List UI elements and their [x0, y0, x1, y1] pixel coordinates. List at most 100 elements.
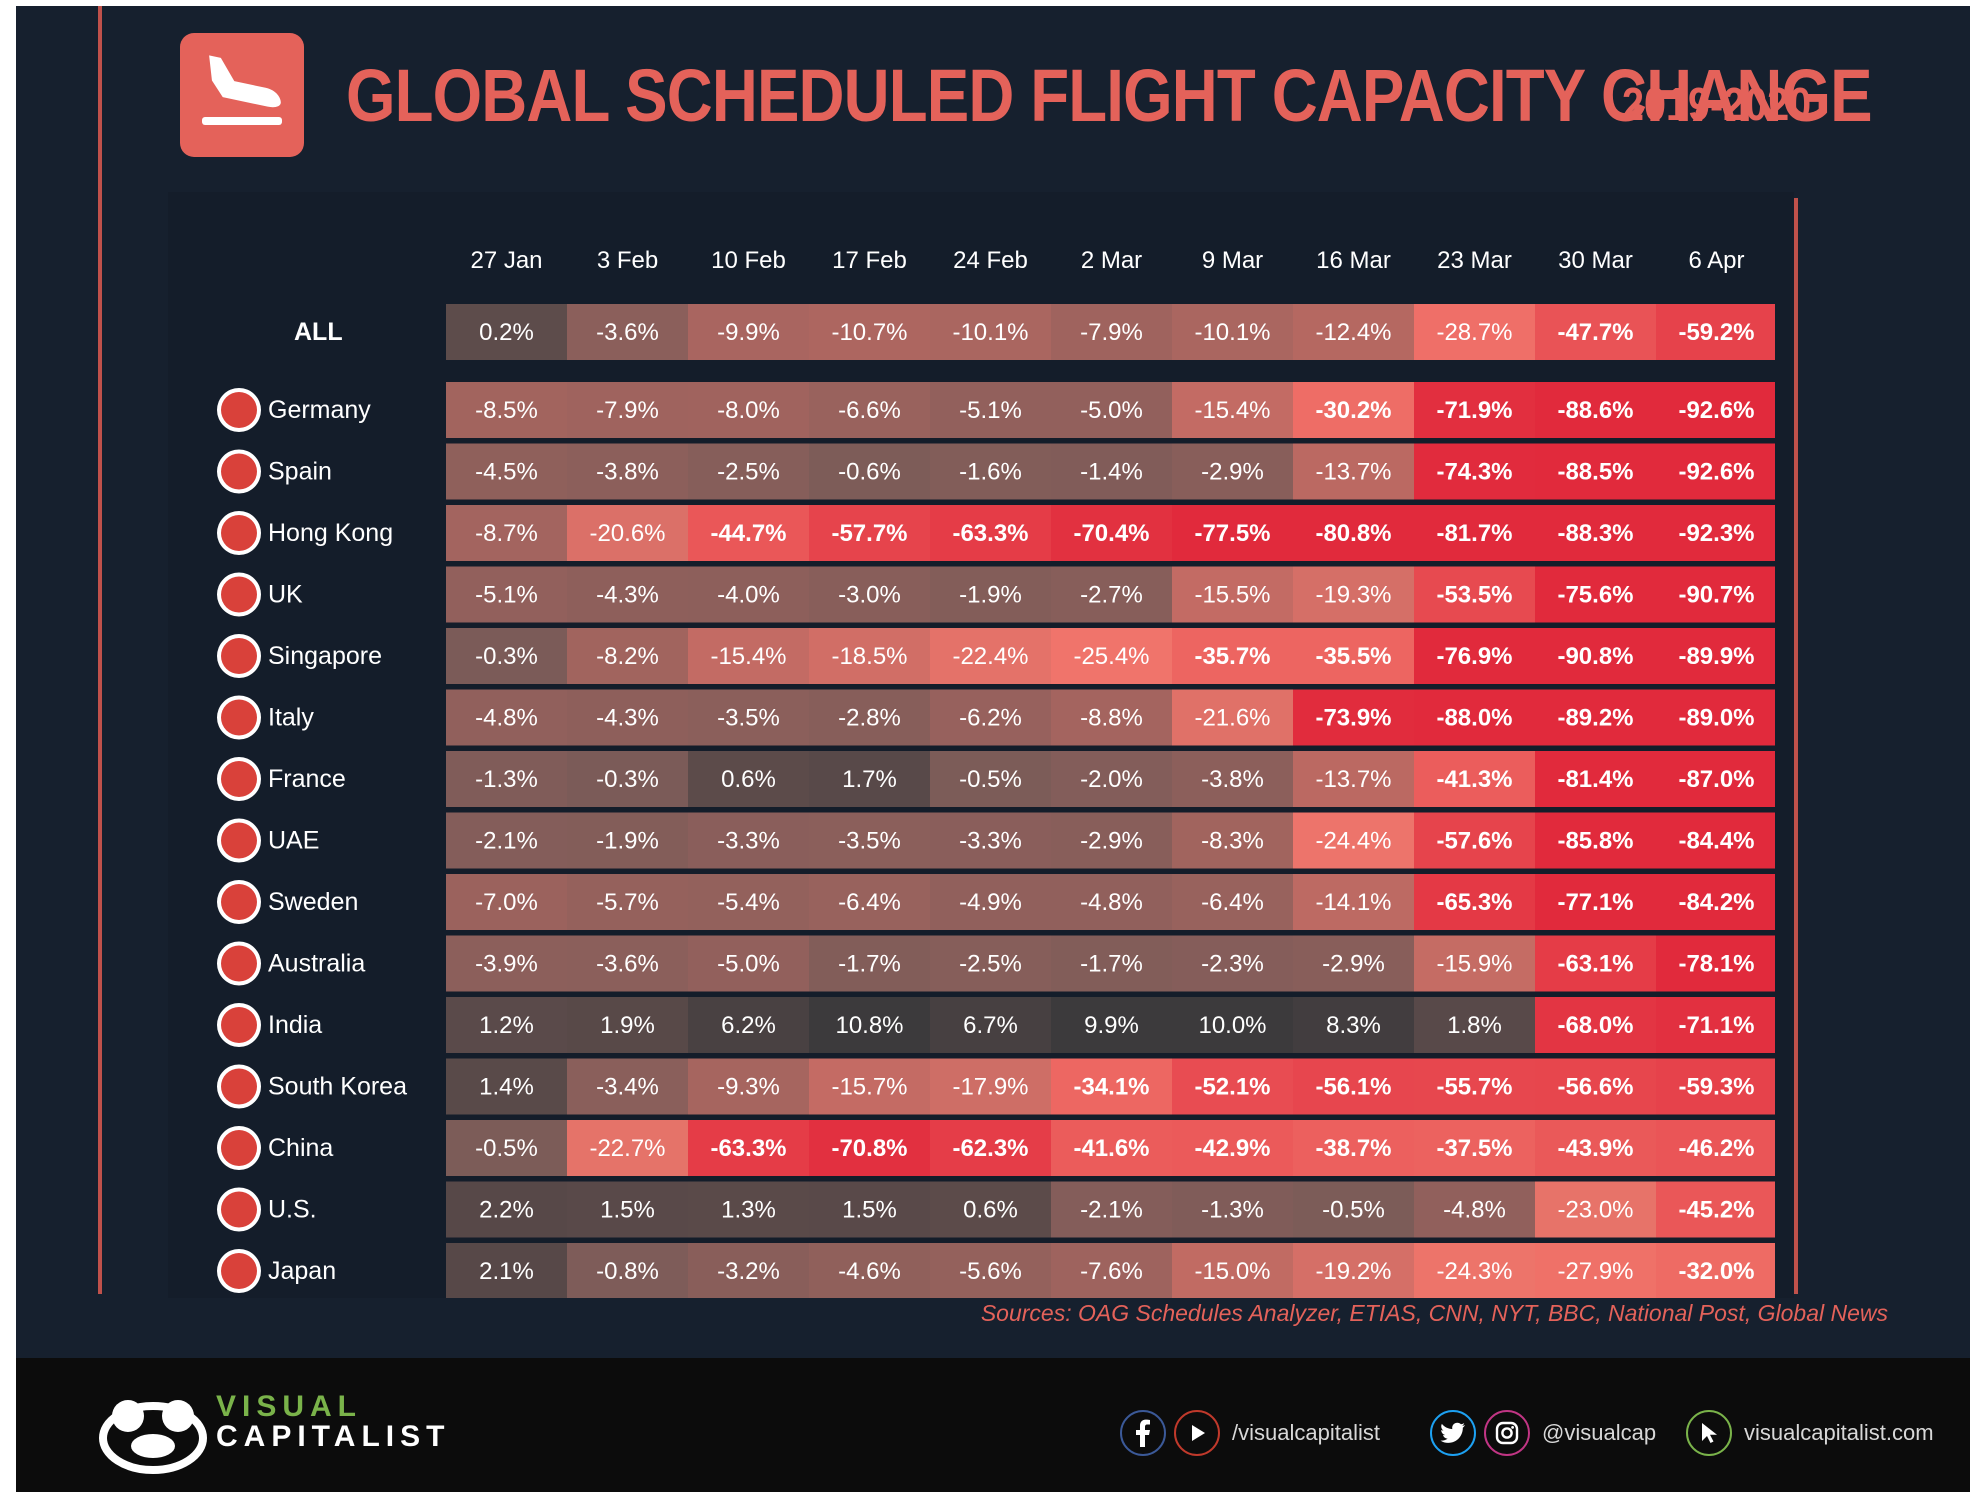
cell-value: -7.6%: [1080, 1258, 1143, 1285]
heatmap-cell: [1293, 1181, 1414, 1238]
column-header: 6 Apr: [1688, 247, 1744, 274]
heatmap-cell: [567, 812, 688, 869]
cell-value: -88.0%: [1436, 705, 1512, 732]
heatmap-cell: [930, 1058, 1051, 1115]
heatmap-cell: [1414, 1243, 1535, 1298]
cell-value: -24.3%: [1436, 1258, 1512, 1285]
heatmap-cell: [1293, 628, 1414, 684]
heatmap-cell: [809, 505, 930, 561]
heatmap-cell: [1535, 566, 1656, 623]
heatmap-cell: [1414, 628, 1535, 684]
heatmap-chart: 27 Jan 3 Feb 10 Feb 17 Feb 24 Feb 2 Mar 9 Mar 1…: [217, 247, 1775, 1298]
heatmap-cell: [1172, 997, 1293, 1053]
heatmap-cell: [1535, 812, 1656, 869]
cell-value: -78.1%: [1678, 951, 1754, 978]
cursor-icon[interactable]: [1686, 1410, 1732, 1456]
cell-value: -15.4%: [1194, 397, 1270, 424]
cell-value: -1.9%: [596, 828, 659, 855]
social-handle-visualcap[interactable]: @visualcap: [1542, 1420, 1657, 1445]
cell-value: 0.6%: [963, 1197, 1018, 1224]
youtube-icon[interactable]: [1174, 1410, 1220, 1456]
airplane-landing-icon: [180, 33, 304, 157]
heatmap-cell: [1172, 1243, 1293, 1298]
heatmap-cell: [809, 935, 930, 992]
cell-value: -45.2%: [1678, 1197, 1754, 1224]
cell-value: -3.9%: [475, 951, 538, 978]
heatmap-cell: [688, 443, 809, 500]
cell-value: -3.3%: [717, 828, 780, 855]
cell-value: -70.4%: [1073, 520, 1149, 547]
cell-value: -24.4%: [1315, 828, 1391, 855]
heatmap-cell: [446, 689, 567, 746]
heatmap-cell: [1051, 1181, 1172, 1238]
heatmap-cell: [809, 1120, 930, 1176]
cell-value: -2.9%: [1080, 828, 1143, 855]
heatmap-cell: [1656, 566, 1775, 623]
heatmap-cell: [1414, 689, 1535, 746]
flag-disc: [221, 576, 257, 613]
heatmap-cell: [1414, 812, 1535, 869]
heatmap-cell: [1414, 1181, 1535, 1238]
cell-value: -0.5%: [959, 766, 1022, 793]
cell-value: 2.2%: [479, 1197, 534, 1224]
heatmap-cell: [688, 1058, 809, 1115]
heatmap-cell: [1172, 382, 1293, 438]
cell-value: -84.2%: [1678, 889, 1754, 916]
cell-value: -44.7%: [710, 520, 786, 547]
social-group-2: @visualcap: [1430, 1408, 1656, 1458]
cell-value: -5.4%: [717, 889, 780, 916]
cell-value: -70.8%: [831, 1135, 907, 1162]
cell-value: -57.7%: [831, 520, 907, 547]
cell-value: -43.9%: [1557, 1135, 1633, 1162]
cell-value: -65.3%: [1436, 889, 1512, 916]
heatmap-cell: [1535, 997, 1656, 1053]
heatmap-cell: [1414, 382, 1535, 438]
cell-value: 8.3%: [1326, 1012, 1381, 1039]
flag-disc: [221, 515, 257, 551]
cell-value: -90.8%: [1557, 643, 1633, 670]
heatmap-cell: [1656, 689, 1775, 746]
instagram-icon[interactable]: [1484, 1410, 1530, 1456]
cell-value: -4.3%: [596, 705, 659, 732]
heatmap-cell: [1051, 628, 1172, 684]
heatmap-cell: [567, 628, 688, 684]
cell-value: -30.2%: [1315, 397, 1391, 424]
cell-value: -62.3%: [952, 1135, 1028, 1162]
cell-value: -4.6%: [838, 1258, 901, 1285]
heatmap-cell: [446, 1243, 567, 1298]
website-link[interactable]: visualcapitalist.com: [1744, 1420, 1934, 1445]
cell-value: -92.3%: [1678, 520, 1754, 547]
heatmap-cell: [446, 997, 567, 1053]
singapore-flag-icon: [217, 634, 261, 678]
heatmap-cell: [809, 304, 930, 360]
cell-value: -3.2%: [717, 1258, 780, 1285]
cell-value: -63.3%: [710, 1135, 786, 1162]
cell-value: -77.1%: [1557, 889, 1633, 916]
heatmap-cell: [1414, 566, 1535, 623]
heatmap-cell: [809, 689, 930, 746]
cell-value: -90.7%: [1678, 582, 1754, 609]
cell-value: -4.8%: [475, 705, 538, 732]
social-handle-visualcapitalist[interactable]: /visualcapitalist: [1232, 1420, 1380, 1445]
india-flag-icon: [217, 1003, 261, 1047]
heatmap-cell: [1293, 812, 1414, 869]
cell-value: -4.5%: [475, 459, 538, 486]
heatmap-cell: [446, 505, 567, 561]
germany-flag-icon: [217, 388, 261, 432]
heatmap-cell: [1414, 443, 1535, 500]
heatmap-cell: [930, 505, 1051, 561]
cell-value: -1.6%: [959, 459, 1022, 486]
heatmap-cell: [930, 935, 1051, 992]
heatmap-cell: [1293, 1120, 1414, 1176]
cell-value: -63.1%: [1557, 951, 1633, 978]
cell-value: -2.0%: [1080, 766, 1143, 793]
heatmap-cell: [688, 812, 809, 869]
heatmap-cell: [446, 751, 567, 807]
spain-flag-icon: [217, 449, 261, 494]
cell-value: -71.1%: [1678, 1012, 1754, 1039]
twitter-icon[interactable]: [1430, 1410, 1476, 1456]
facebook-icon[interactable]: [1120, 1410, 1166, 1456]
cell-value: -1.7%: [838, 951, 901, 978]
flag-disc: [221, 699, 257, 736]
heatmap-cell: [1656, 1243, 1775, 1298]
